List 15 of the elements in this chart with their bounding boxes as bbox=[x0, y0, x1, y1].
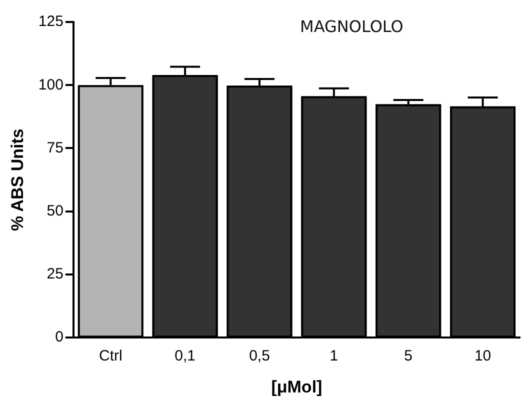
x-tick-label: Ctrl bbox=[98, 348, 122, 365]
x-tick-label: 10 bbox=[474, 348, 492, 365]
y-tick-label: 0 bbox=[55, 328, 64, 346]
x-tick-label: 1 bbox=[330, 348, 338, 365]
y-tick-label: 25 bbox=[46, 266, 64, 283]
y-tick-label: 75 bbox=[46, 139, 64, 156]
x-tick-label: 0,5 bbox=[249, 348, 270, 365]
x-tick-label: 0,1 bbox=[174, 348, 196, 365]
y-tick-label: 100 bbox=[38, 76, 64, 94]
y-tick-label: 50 bbox=[46, 202, 64, 220]
y-axis-title: % ABS Units bbox=[8, 128, 27, 231]
chart-title: MAGNOLOLO bbox=[300, 17, 404, 36]
x-axis-title: [μMol] bbox=[271, 377, 322, 396]
x-tick-label: 5 bbox=[404, 348, 413, 365]
y-tick-label: 125 bbox=[38, 13, 64, 30]
